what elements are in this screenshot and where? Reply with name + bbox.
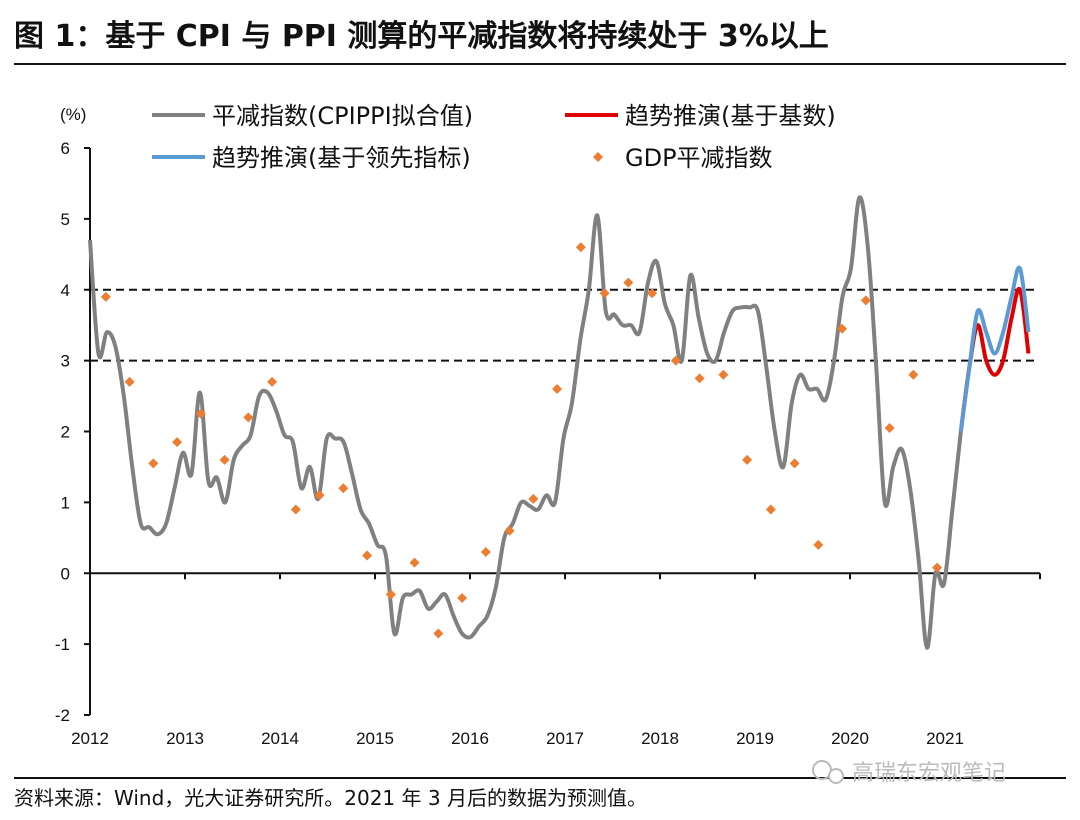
gdp-deflator-point [267,376,278,387]
gdp-deflator-point [765,504,776,515]
gdp-deflator-point [385,589,396,600]
x-tick-label: 2015 [356,729,394,748]
x-tick-label: 2014 [261,729,299,748]
gdp-deflator-point [860,295,871,306]
y-tick-label: -2 [55,706,70,725]
gdp-deflator-point [694,373,705,384]
series-line-deflator [88,195,963,650]
legend-label-deflator: 平减指数(CPIPPI拟合值) [212,102,473,130]
gdp-deflator-point [243,412,254,423]
gdp-deflator-point [457,593,468,604]
y-tick-label: 3 [61,352,70,371]
wechat-icon-bubble [828,768,844,784]
gdp-deflator-point [148,458,159,469]
gdp-deflator-point [670,355,681,366]
legend-swatch-gdp [593,152,603,162]
gdp-deflator-point [528,493,539,504]
gdp-deflator-point [100,291,111,302]
series-line-trend_leading [958,265,1031,432]
source-note: 资料来源：Wind，光大证券研究所。2021 年 3 月后的数据为预测值。 [14,786,647,810]
gdp-deflator-point [884,422,895,433]
y-tick-label: 5 [61,210,70,229]
plot-area [88,195,1036,650]
gdp-deflator-point [552,383,563,394]
gdp-deflator-point [647,288,658,299]
gdp-deflator-point [908,369,919,380]
gdp-deflator-point [813,539,824,550]
legend-label-trend-base: 趋势推演(基于基数) [625,102,836,130]
gdp-deflator-point [314,490,325,501]
y-axis-unit: (%) [60,105,86,124]
gdp-deflator-point [433,628,444,639]
x-tick-label: 2016 [451,729,489,748]
gdp-deflator-point [789,458,800,469]
x-tick-label: 2019 [736,729,774,748]
gdp-deflator-point [219,454,230,465]
gdp-deflator-point [124,376,135,387]
gdp-deflator-point [172,437,183,448]
legend-label-gdp: GDP平减指数 [625,144,773,172]
y-tick-label: 1 [61,493,70,512]
gdp-deflator-point [623,277,634,288]
gdp-deflator-point [362,550,373,561]
x-tick-label: 2018 [641,729,679,748]
gdp-deflator-point [195,408,206,419]
gdp-deflator-point [575,242,586,253]
figure-title: 图 1：基于 CPI 与 PPI 测算的平减指数将持续处于 3%以上 [14,19,829,54]
y-tick-label: 4 [61,281,70,300]
gdp-deflator-point [742,454,753,465]
gdp-deflator-point [718,369,729,380]
gdp-deflator-point [504,525,515,536]
gdp-deflator-point [409,557,420,568]
x-tick-label: 2012 [71,729,109,748]
legend: 平减指数(CPIPPI拟合值) 趋势推演(基于基数) 趋势推演(基于领先指标) … [152,102,836,172]
gdp-deflator-point [480,546,491,557]
y-tick-label: 6 [61,139,70,158]
gdp-deflator-point [837,323,848,334]
gdp-deflator-point [338,483,349,494]
gdp-deflator-point [599,288,610,299]
y-tick-label: 2 [61,423,70,442]
watermark-text: 高瑞东宏观笔记 [852,761,1006,786]
x-tick-label: 2013 [166,729,204,748]
x-tick-label: 2021 [926,729,964,748]
y-tick-label: -1 [55,635,70,654]
gdp-deflator-point [290,504,301,515]
legend-label-trend-leading: 趋势推演(基于领先指标) [212,144,471,172]
gdp-deflator-point [932,562,943,573]
x-tick-label: 2017 [546,729,584,748]
y-tick-label: 0 [61,564,70,583]
x-tick-label: 2020 [831,729,869,748]
watermark: 高瑞东宏观笔记 [812,760,1006,786]
